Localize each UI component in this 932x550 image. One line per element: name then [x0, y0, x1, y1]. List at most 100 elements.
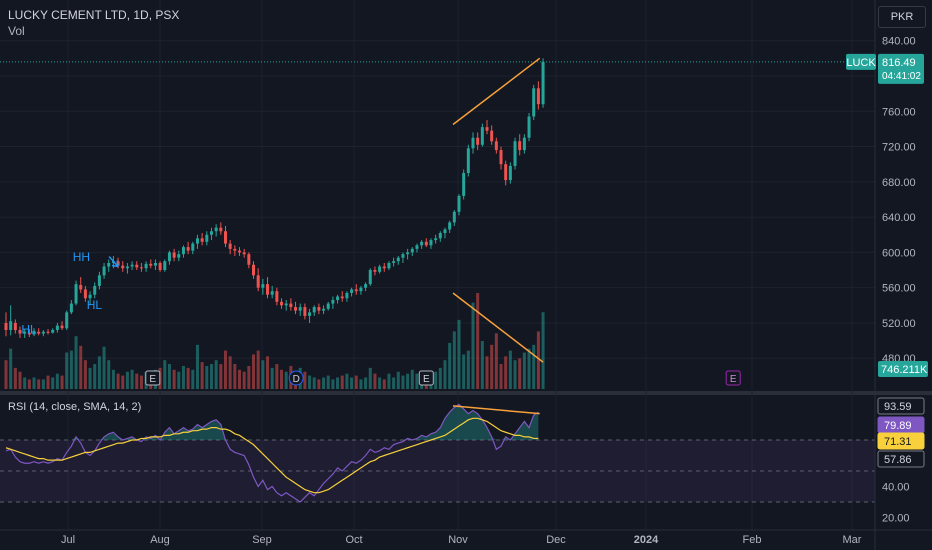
candle-body [424, 241, 428, 246]
candle [200, 232, 204, 246]
annotations[interactable]: HL HH HL [21, 250, 119, 337]
candle-body [130, 264, 134, 267]
volume-bar [452, 331, 456, 389]
candle-body [18, 330, 22, 334]
candle [83, 285, 87, 302]
candle [177, 250, 181, 262]
candle [167, 250, 171, 265]
volume-bar [336, 377, 340, 389]
volume-bar [434, 371, 438, 389]
volume-bar [46, 375, 50, 389]
pattern-label: HL [21, 323, 37, 337]
rsi-legend[interactable]: RSI (14, close, SMA, 14, 2) [8, 401, 142, 413]
volume-bar [350, 377, 354, 389]
candle-body [256, 275, 260, 288]
rsi-lower-band-label-bg [877, 450, 925, 468]
candle [387, 261, 391, 271]
arrow-annotation [108, 256, 119, 268]
candle-body [37, 331, 41, 334]
volume-bar [4, 360, 8, 389]
time-tick-label: Dec [546, 534, 566, 546]
event-marker-label: E [730, 374, 737, 385]
volume-bar [223, 350, 227, 389]
candle [163, 259, 167, 272]
candle [373, 266, 377, 276]
candle-body [214, 227, 218, 232]
volume-bar [392, 377, 396, 389]
candle [125, 262, 129, 274]
trendline-rsi [452, 405, 540, 415]
candle-body [167, 252, 171, 262]
candle [37, 328, 41, 336]
candle [144, 261, 148, 272]
trendlines[interactable] [452, 57, 544, 415]
volume-bar [303, 371, 307, 389]
trendline-price [452, 57, 541, 126]
candle [541, 58, 545, 108]
volume-bar [228, 356, 232, 389]
candle [298, 303, 302, 316]
candle [186, 241, 190, 255]
volume-bar [79, 345, 83, 389]
price-tick-label: 760.00 [882, 106, 916, 118]
candle [480, 123, 484, 147]
volume-bar [382, 379, 386, 389]
candle [452, 210, 456, 226]
candle-body [373, 270, 377, 272]
candle [494, 137, 498, 154]
candle-body [275, 291, 279, 302]
volume-bar [102, 346, 106, 389]
price-tick-label: 840.00 [882, 36, 916, 48]
symbol-title[interactable]: LUCKY CEMENT LTD, 1D, PSX [8, 8, 180, 22]
candle [195, 234, 199, 249]
volume-bar [354, 375, 358, 389]
candle-body [317, 307, 321, 311]
volume-bar [51, 377, 55, 389]
candle-body [172, 252, 176, 258]
volume-bar [364, 377, 368, 389]
candle-body [378, 266, 382, 272]
candle [181, 245, 185, 258]
candle [149, 259, 153, 269]
axis-tags: LUCK 816.49 04:41:02 746.211K 93.59 79.89 71.3… [846, 53, 928, 468]
candles[interactable] [4, 58, 545, 338]
candle [448, 220, 452, 233]
rsi-sma-label-bg [877, 432, 925, 450]
candle-body [200, 238, 204, 242]
candle [364, 282, 368, 292]
volume-bar [74, 336, 78, 389]
candle [312, 305, 316, 316]
volume-bar [111, 369, 115, 389]
candle-body [228, 243, 232, 249]
candle [504, 160, 508, 186]
candle-body [83, 289, 87, 299]
volume-bar [480, 341, 484, 389]
volume-bar [308, 375, 312, 389]
candle-body [340, 296, 344, 299]
time-axis[interactable]: Jul Aug Sep Oct Nov Dec 2024 Feb Mar [0, 529, 932, 546]
time-tick-label: Feb [743, 534, 762, 546]
candle [41, 330, 45, 337]
candle [93, 282, 97, 299]
candle-body [252, 264, 256, 276]
candle-body [233, 248, 237, 251]
volume-bar [83, 360, 87, 389]
volume-bars [4, 293, 545, 389]
candle [256, 268, 260, 292]
candle [420, 240, 424, 249]
price-axis[interactable]: 840.00800.00760.00720.00680.00640.00600.… [874, 0, 916, 550]
candle-body [522, 137, 526, 151]
currency-button[interactable]: PKR [878, 6, 926, 28]
candle [294, 301, 298, 315]
candle [139, 262, 143, 272]
time-tick-label: 2024 [634, 534, 659, 546]
candle-body [195, 238, 199, 244]
candle-body [448, 222, 452, 230]
volume-bar [238, 369, 241, 389]
candle-body [438, 232, 442, 239]
rsi-sma-line [5, 417, 539, 494]
volume-bar [527, 348, 531, 389]
volume-label[interactable]: Vol [8, 24, 25, 38]
